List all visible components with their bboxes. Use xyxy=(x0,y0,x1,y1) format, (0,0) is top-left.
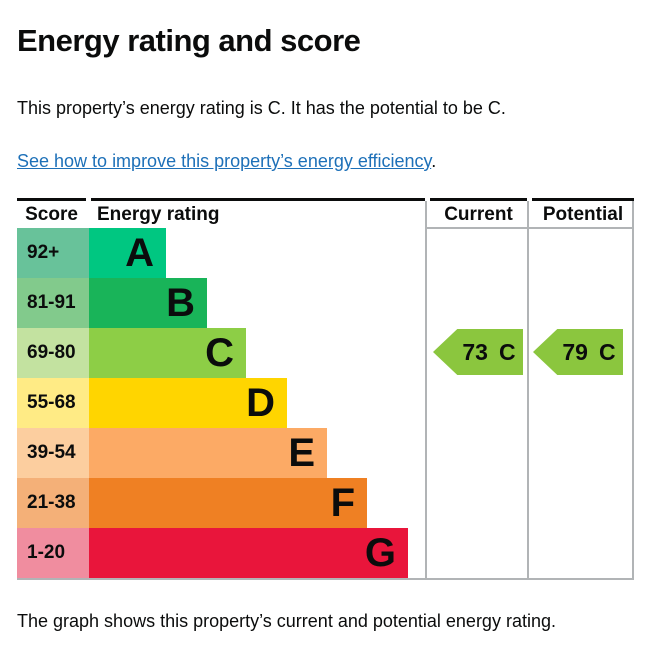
table-border-top-current xyxy=(430,198,527,201)
improve-link-line: See how to improve this property’s energ… xyxy=(17,149,436,173)
rating-bar-d: D xyxy=(89,378,287,428)
band-letter-f: F xyxy=(330,481,355,525)
column-header-current: Current xyxy=(444,204,513,225)
current-rating-band: C xyxy=(498,338,516,365)
score-range-b: 81-91 xyxy=(17,278,89,328)
rating-row-a: 92+ A xyxy=(17,228,166,278)
rating-row-g: 1-20 G xyxy=(17,528,408,578)
rating-bar-e: E xyxy=(89,428,327,478)
divider-potential-left xyxy=(527,201,529,580)
band-letter-b: B xyxy=(166,281,195,325)
band-letter-e: E xyxy=(288,431,315,475)
table-border-top-potential xyxy=(532,198,634,201)
column-header-potential: Potential xyxy=(542,204,624,225)
rating-bar-b: B xyxy=(89,278,207,328)
link-suffix: . xyxy=(431,151,437,171)
score-range-f: 21-38 xyxy=(17,478,89,528)
rating-bar-c: C xyxy=(89,328,246,378)
table-border-top-rating xyxy=(91,198,425,201)
rating-row-c: 69-80 C xyxy=(17,328,246,378)
improve-efficiency-link[interactable]: See how to improve this property’s energ… xyxy=(17,151,432,171)
score-range-c: 69-80 xyxy=(17,328,89,378)
divider-right-edge xyxy=(632,201,634,580)
column-header-rating: Energy rating xyxy=(97,204,220,225)
rating-bar-a: A xyxy=(89,228,166,278)
rating-row-e: 39-54 E xyxy=(17,428,327,478)
score-range-g: 1-20 xyxy=(17,528,89,578)
current-rating-value: 73 xyxy=(462,338,488,365)
intro-text: This property’s energy rating is C. It h… xyxy=(17,98,506,118)
band-letter-d: D xyxy=(246,381,275,425)
potential-rating-arrow: 79 C xyxy=(533,329,623,375)
score-range-d: 55-68 xyxy=(17,378,89,428)
header-underline xyxy=(425,227,634,229)
score-range-e: 39-54 xyxy=(17,428,89,478)
page-title: Energy rating and score xyxy=(17,23,361,58)
potential-rating-band: C xyxy=(598,338,616,365)
current-rating-arrow: 73 C xyxy=(433,329,523,375)
table-border-bottom xyxy=(17,578,634,580)
column-header-score: Score xyxy=(25,204,78,225)
band-letter-g: G xyxy=(364,531,396,575)
rating-bar-f: F xyxy=(89,478,367,528)
rating-row-b: 81-91 B xyxy=(17,278,207,328)
rating-bar-g: G xyxy=(89,528,408,578)
table-border-top-score xyxy=(17,198,86,201)
potential-rating-value: 79 xyxy=(562,338,588,365)
band-letter-c: C xyxy=(205,331,234,375)
footer-text: The graph shows this property’s current … xyxy=(17,611,556,631)
band-letter-a: A xyxy=(125,231,154,275)
divider-current-left xyxy=(425,201,427,580)
rating-row-f: 21-38 F xyxy=(17,478,367,528)
score-range-a: 92+ xyxy=(17,228,89,278)
rating-row-d: 55-68 D xyxy=(17,378,287,428)
